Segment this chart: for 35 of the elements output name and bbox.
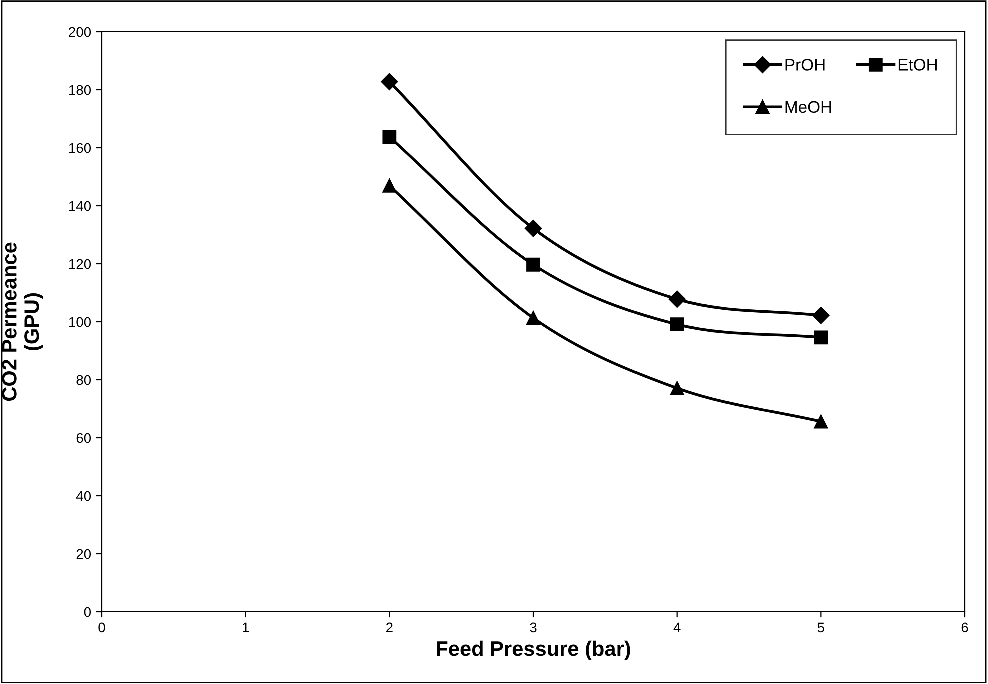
y-axis-title: CO2 Permeance (GPU) — [2, 242, 44, 402]
y-tick-label: 100 — [69, 317, 92, 328]
point — [526, 258, 540, 272]
x-tick-label: 2 — [386, 622, 393, 632]
x-tick-label: 6 — [962, 622, 968, 633]
y-tick-label: 0 — [84, 607, 92, 618]
point — [812, 307, 830, 324]
x-tick-label: 4 — [674, 622, 681, 632]
point — [382, 130, 397, 144]
y-tick-label: 140 — [69, 201, 92, 212]
point — [526, 311, 540, 326]
x-tick-label: 1 — [243, 622, 250, 632]
legend-label: MeOH — [786, 101, 832, 114]
legend-label: EtOH — [898, 59, 937, 71]
point — [670, 318, 684, 332]
point — [524, 220, 542, 238]
point — [814, 330, 828, 345]
y-tick-label: 60 — [76, 433, 92, 444]
point — [670, 381, 684, 396]
legend-label: PrOH — [786, 59, 825, 71]
x-axis-title: Feed Pressure (bar) — [437, 640, 630, 660]
point — [814, 414, 828, 429]
x-tick-label: 5 — [818, 622, 824, 633]
y-tick-label: 160 — [69, 143, 92, 154]
point — [381, 73, 398, 90]
y-tick-label: 20 — [76, 549, 92, 560]
y-tick-label: 40 — [76, 491, 92, 502]
x-tick-label: 0 — [98, 622, 106, 633]
y-tick-label: 120 — [69, 259, 92, 270]
point — [668, 290, 686, 308]
y-tick-label: 200 — [69, 27, 92, 38]
y-tick-label: 80 — [76, 375, 92, 386]
point — [382, 179, 397, 193]
x-tick-label: 3 — [530, 622, 537, 633]
y-tick-label: 180 — [69, 85, 92, 96]
